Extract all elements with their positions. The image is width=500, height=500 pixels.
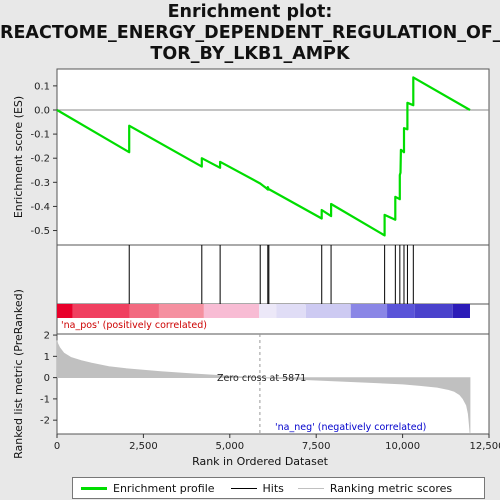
legend-label: Hits (262, 481, 284, 495)
es-y-tick-label: -0.5 (30, 226, 50, 237)
es-panel-background (56, 68, 490, 246)
metric-y-axis-label: Ranked list metric (PreRanked) (12, 289, 25, 459)
heatmap-segment (276, 304, 306, 318)
hits-layer (128, 245, 414, 304)
metric-y-tick-label: -2 (40, 416, 50, 427)
x-tick-label: 7,500 (302, 441, 331, 452)
heatmap-segment (350, 304, 388, 318)
heatmap-segment (158, 304, 204, 318)
metric-y-tick-label: 1 (44, 352, 50, 363)
legend-swatch-hits (230, 487, 257, 489)
legend-item-enrichment-profile: Enrichment profile (81, 482, 215, 495)
hits-panel-background (56, 244, 490, 305)
heatmap-segment (387, 304, 415, 318)
chart-legend: Enrichment profile Hits Ranking metric s… (72, 477, 485, 499)
heatmap-segment (305, 304, 351, 318)
es-y-tick-label: 0.0 (34, 105, 50, 116)
heatmap-segment (414, 304, 453, 318)
es-y-tick-label: -0.2 (30, 154, 50, 165)
x-tick-label: 5,000 (215, 441, 244, 452)
legend-swatch-enrichment-profile (81, 486, 107, 490)
negative-correlation-label: 'na_neg' (negatively correlated) (275, 422, 426, 433)
zero-cross-label: Zero cross at 5871 (217, 373, 306, 384)
ranking-metric-area (56, 340, 471, 433)
heatmap-segment (72, 304, 130, 318)
heatmap-segment (259, 304, 277, 318)
metric-y-tick-label: 0 (44, 373, 50, 384)
x-tick-label: 2,500 (129, 441, 158, 452)
legend-item-ranking-metric: Ranking metric scores (297, 481, 453, 495)
chart-title-line: TOR_BY_LKB1_AMPK (150, 44, 350, 64)
legend-item-hits: Hits (230, 481, 284, 495)
es-y-tick-label: -0.3 (30, 178, 50, 189)
es-profile-line (56, 76, 471, 237)
legend-label: Ranking metric scores (329, 481, 453, 495)
heatmap-segment (203, 304, 260, 318)
heatmap-segment (452, 304, 470, 318)
chart-title-line: Enrichment plot: (167, 2, 333, 22)
legend-label: Enrichment profile (113, 481, 215, 495)
x-tick-label: 0 (54, 441, 60, 452)
es-y-tick-label: 0.1 (34, 81, 50, 92)
positive-correlation-label: 'na_pos' (positively correlated) (61, 320, 207, 331)
es-plot-layer (56, 76, 489, 237)
es-y-tick-label: -0.4 (30, 202, 50, 213)
chart-title-line: REACTOME_ENERGY_DEPENDENT_REGULATION_OF_… (0, 23, 500, 43)
x-axis-label: Rank in Ordered Dataset (192, 455, 329, 468)
heatmap-segment (129, 304, 159, 318)
heatmap-layer (57, 304, 470, 318)
x-tick-label: 10,000 (385, 441, 420, 452)
metric-y-tick-label: -1 (40, 394, 50, 405)
metric-y-tick-label: 2 (44, 331, 50, 342)
x-tick-label: 12,500 (470, 441, 500, 452)
metric-plot-layer (56, 334, 471, 434)
es-y-axis-label: Enrichment score (ES) (12, 96, 25, 218)
legend-swatch-ranking-metric (297, 487, 324, 489)
heatmap-segment (57, 304, 73, 318)
chart-title: Enrichment plot: REACTOME_ENERGY_DEPENDE… (0, 2, 500, 65)
axes-layer: 0.1 0.0 -0.1 -0.2 -0.3 -0.4 -0.5 2 1 0 -1 -2 0 2,500 5… (30, 81, 500, 452)
es-y-tick-label: -0.1 (30, 130, 50, 141)
